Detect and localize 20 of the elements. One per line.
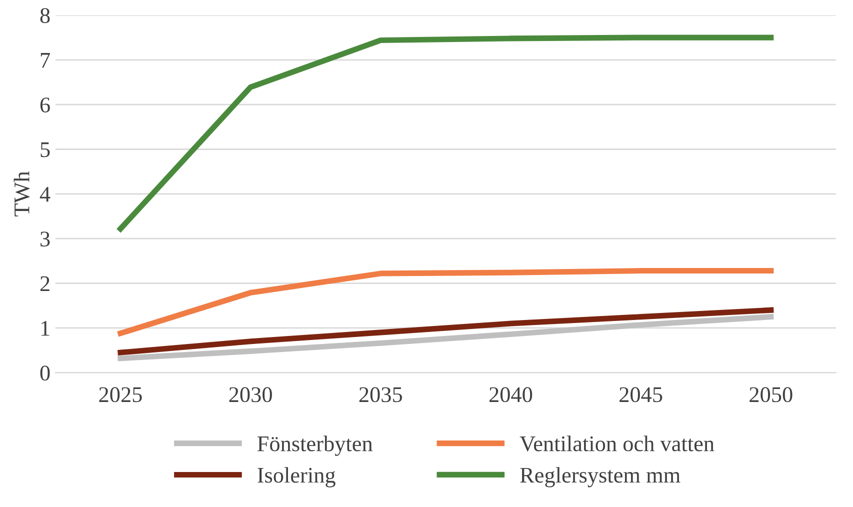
x-tick-label: 2025 [99,387,142,402]
legend-label: Fönsterbyten [257,436,373,456]
x-tick-label: 2045 [620,387,662,402]
y-tick-label: 8 [40,8,50,24]
y-tick-label: 5 [40,142,50,158]
y-tick-label: 6 [40,98,50,112]
y-tick-label: 3 [40,232,50,247]
legend-label: Isolering [258,467,336,488]
y-tick-label: 0 [40,366,50,381]
y-axis-title: TWh [14,171,30,216]
x-tick-label: 2035 [359,387,402,402]
y-tick-label: 4 [40,187,50,202]
y-tick-label: 7 [40,53,50,68]
x-tick-label: 2030 [229,387,272,402]
x-tick-label: 2040 [489,387,532,402]
legend-label: Reglersystem mm [520,467,680,488]
x-tick-label: 2050 [750,387,792,402]
y-tick-label: 1 [41,321,50,336]
legend-label: Ventilation och vatten [520,436,714,452]
y-tick-label: 2 [40,276,50,291]
